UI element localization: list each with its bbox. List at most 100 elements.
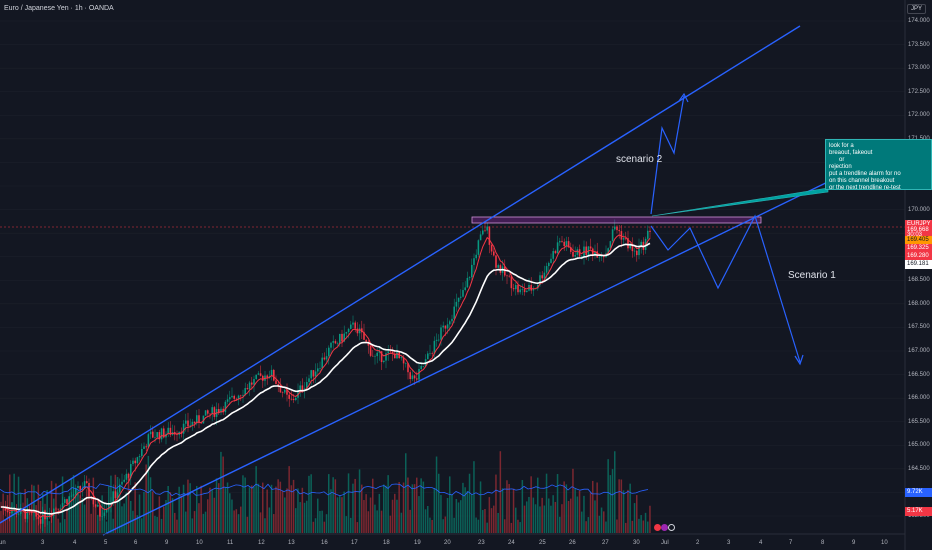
candle-body	[270, 369, 273, 377]
scenario-1-path[interactable]	[650, 214, 801, 363]
annotation-note[interactable]: look for a breaout, fakeout or rejection…	[825, 139, 932, 190]
volume-bar	[600, 507, 603, 533]
volume-bar	[325, 514, 328, 533]
candle-body	[411, 375, 414, 380]
volume-bar	[154, 515, 156, 533]
volume-bar	[405, 453, 407, 533]
candle-body	[163, 428, 165, 438]
candle-body	[550, 258, 552, 263]
candle-body	[123, 479, 125, 482]
candle-body	[486, 226, 488, 231]
candle-body	[112, 491, 114, 503]
indicator-more-icon[interactable]	[668, 524, 675, 531]
candle-body	[46, 517, 48, 520]
time-label: 26	[569, 540, 576, 546]
candle-body	[204, 410, 207, 416]
volume-bar	[429, 517, 431, 533]
volume-bar	[398, 481, 400, 533]
volume-bar	[380, 510, 383, 533]
candle-body	[319, 368, 321, 369]
candle-body	[396, 351, 398, 359]
volume-bar	[424, 509, 427, 533]
candle-body	[97, 504, 99, 507]
candle-body	[299, 385, 301, 391]
price-label: 167.500	[908, 324, 930, 331]
volume-bar	[400, 512, 403, 533]
symbol-title[interactable]: Euro / Japanese Yen · 1h · OANDA	[4, 5, 114, 12]
candle-body	[517, 285, 519, 293]
candle-body	[224, 401, 227, 413]
volume-bar	[365, 494, 367, 533]
volume-bar	[488, 497, 491, 533]
volume-bar	[361, 484, 363, 533]
candle-body	[235, 398, 238, 400]
callout-pointer	[651, 187, 829, 217]
candle-body	[515, 285, 517, 290]
volume-bar	[116, 476, 119, 533]
volume-bar	[466, 491, 469, 533]
price-label: 173.500	[908, 41, 930, 48]
indicator-settings-icon[interactable]	[661, 524, 668, 531]
candle-body	[66, 499, 68, 505]
candle-body	[438, 339, 440, 341]
candle-body	[200, 422, 202, 424]
candle-body	[385, 353, 387, 361]
channel-upper-line[interactable]	[0, 25, 801, 524]
volume-bar	[268, 507, 271, 533]
volume-bar	[50, 480, 53, 533]
candle-body	[328, 347, 330, 357]
candle-body	[176, 434, 178, 436]
candle-body	[26, 509, 29, 519]
candle-body	[229, 397, 231, 400]
volume-bar	[22, 511, 24, 533]
volume-bar	[171, 498, 174, 533]
volume-bar	[207, 499, 209, 533]
candle-body	[149, 431, 152, 435]
volume-bar	[158, 496, 161, 533]
volume-bar	[592, 480, 594, 533]
volume-bar	[83, 504, 86, 533]
candle-body	[237, 395, 240, 400]
candle-body	[55, 508, 57, 510]
currency-label[interactable]: JPY	[906, 4, 926, 14]
candle-body	[473, 258, 475, 265]
candle-body	[284, 389, 286, 393]
volume-bar	[264, 518, 266, 533]
volume-bar	[532, 497, 535, 533]
indicator-visibility-icon[interactable]	[654, 524, 661, 531]
volume-bar	[231, 499, 233, 533]
candle-body	[57, 508, 59, 510]
scenario-2-label[interactable]: scenario 2	[616, 154, 663, 165]
candle-body	[257, 373, 260, 375]
candle-body	[622, 238, 625, 240]
channel-lower-line[interactable]	[102, 175, 841, 536]
resistance-zone[interactable]	[471, 216, 762, 224]
volume-bar	[374, 504, 376, 533]
volume-bar	[411, 484, 414, 533]
scenario-2-path[interactable]	[650, 95, 685, 215]
candle-body	[629, 244, 631, 249]
candle-body	[220, 408, 222, 413]
time-label: 4	[73, 540, 77, 546]
candle-body	[334, 341, 337, 344]
candle-body	[607, 248, 609, 254]
volume-bar	[64, 519, 66, 533]
candle-body	[563, 241, 565, 247]
volume-bar	[235, 509, 238, 533]
candle-body	[407, 363, 409, 373]
candle-body	[4, 507, 7, 511]
volume-bar	[438, 473, 440, 533]
scenario-1-label[interactable]: Scenario 1	[788, 270, 836, 281]
candle-body	[281, 392, 284, 393]
volume-bar	[554, 501, 557, 533]
time-label: 4	[759, 540, 763, 546]
volume-bar	[286, 488, 288, 533]
candle-body	[614, 226, 616, 230]
candle-body	[504, 266, 506, 276]
volume-bar	[251, 485, 253, 533]
volume-bar	[336, 497, 339, 533]
volume-bar	[147, 455, 150, 533]
candle-body	[218, 408, 220, 413]
volume-bar	[68, 496, 70, 533]
